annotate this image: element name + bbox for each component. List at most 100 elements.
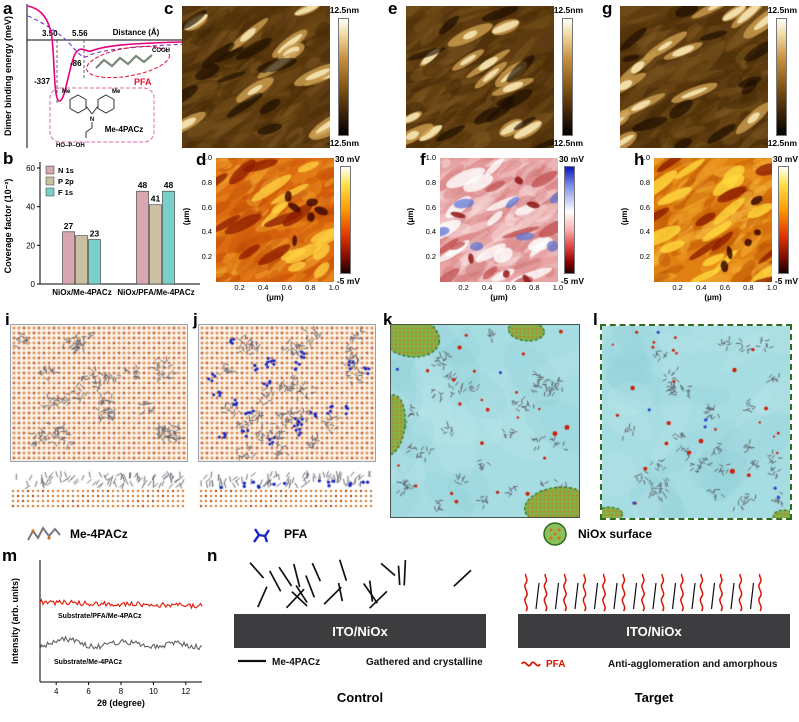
panel-label-k: k <box>383 310 393 329</box>
scale-min-label: -5 mV <box>560 276 584 286</box>
ito-niox-substrate <box>518 614 790 648</box>
y-axis-ticks: 0.2 0.4 0.6 0.8 1.0 <box>416 153 438 282</box>
me4pacz-molecule: N Me Me Me-4PACz HO–P–OH <box>49 87 155 149</box>
scale-max-label: 30 mV <box>558 154 584 164</box>
afm-height-image <box>620 6 768 148</box>
potential-colorbar <box>778 166 789 274</box>
x-axis-ticks: 0.2 0.4 0.6 0.8 1.0 <box>440 283 563 293</box>
kpfm-ytick-label: 0.8 <box>201 177 212 187</box>
substrate-label: ITO/NiOx <box>626 624 682 639</box>
md-topview-me4pacz <box>10 324 188 462</box>
kpfm-xtick-label: 1.0 <box>552 283 564 292</box>
legend-me4pacz: Me-4PACz <box>24 522 128 546</box>
scale-min-label: -12.5nm <box>550 138 583 148</box>
kpfm-ytick-label: 0.4 <box>639 227 650 237</box>
panel-label-n: n <box>207 546 218 565</box>
binding-curve-primary <box>27 5 187 102</box>
panel-label-a: a <box>3 0 13 18</box>
kpfm-ytick-label: 1.0 <box>201 153 212 162</box>
y-axis-ticks: 0.2 0.4 0.6 0.8 1.0 <box>192 153 214 282</box>
substrate-label: ITO/NiOx <box>332 624 388 639</box>
pfa-squiggle-lines <box>524 573 762 612</box>
kpfm-xtick-label: 0.8 <box>305 283 316 292</box>
control-legend-desc: Gathered and crystalline <box>366 657 483 668</box>
potential-colorbar <box>340 166 351 274</box>
kpfm-ytick-label: 1.0 <box>639 153 650 162</box>
methyl-label: Me <box>112 89 121 95</box>
me4pacz-molecule-icon <box>27 526 61 541</box>
scale-min-label: -12.5nm <box>326 138 359 148</box>
panel-label-c: c <box>164 0 174 18</box>
coverage-factor-chart: 0 20 40 60 Coverage factor (10⁻²) 27 23 NiOx/Me… <box>3 162 200 297</box>
svg-text:40: 40 <box>26 203 35 212</box>
svg-text:41: 41 <box>151 194 161 204</box>
svg-text:27: 27 <box>64 221 74 231</box>
svg-text:23: 23 <box>90 229 100 239</box>
scale-max-label: 12.5nm <box>329 5 359 15</box>
pfa-molecule: COOH PFA <box>86 45 170 87</box>
panel-label-b: b <box>3 149 14 168</box>
height-colorbar <box>562 18 573 136</box>
panel-f: (μm) 0.2 0.4 0.6 0.8 1.0 0.2 0.4 0.6 0.8 1.0 (μm… <box>406 153 615 306</box>
kpfm-xtick-label: 0.4 <box>257 283 269 292</box>
panel-label-l: l <box>593 310 598 329</box>
svg-text:Intensity (arb. units): Intensity (arb. units) <box>10 578 20 664</box>
height-colorbar <box>338 18 349 136</box>
x-axis-unit: (μm) <box>266 293 284 302</box>
legend-me4pacz-label: Me-4PACz <box>70 527 128 541</box>
md-topview-pfa-me4pacz <box>198 324 376 462</box>
panel-b: 0 20 40 60 Coverage factor (10⁻²) 27 23 NiOx/Me… <box>0 152 205 321</box>
y-axis-unit: (μm) <box>620 207 630 226</box>
potential-image <box>440 158 558 282</box>
target-title: Target <box>635 690 674 705</box>
kpfm-ytick-label: 0.8 <box>425 177 436 187</box>
kpfm-xtick-label: 0.8 <box>529 283 540 292</box>
svg-text:48: 48 <box>138 180 148 190</box>
legend-pfa-label: PFA <box>284 527 308 541</box>
me4pacz-label: Me-4PACz <box>105 125 144 134</box>
svg-text:NiOx/PFA/Me-4PACz: NiOx/PFA/Me-4PACz <box>117 288 194 297</box>
phosphonic-acid-label: HO–P–OH <box>56 143 85 149</box>
control-schematic: ITO/NiOx Me-4PACz Gathered and crystalli… <box>234 559 486 705</box>
distance-1-label: 3.50 <box>42 29 58 38</box>
panel-label-h: h <box>634 150 645 169</box>
scale-max-label: 12.5nm <box>767 5 797 15</box>
kpfm-xtick-label: 0.6 <box>719 283 731 292</box>
kpfm-ytick-label: 1.0 <box>425 153 436 162</box>
panel-d: (μm) 0.2 0.4 0.6 0.8 1.0 0.2 0.4 0.6 0.8 1.0 (μm… <box>182 153 391 306</box>
potential-colorbar <box>564 166 575 274</box>
legend-pfa: PFA <box>246 522 307 546</box>
svg-text:60: 60 <box>26 164 35 173</box>
svg-text:10: 10 <box>149 687 158 696</box>
kpfm-xtick-label: 1.0 <box>328 283 340 292</box>
legend-niox-label: NiOx surface <box>578 527 653 541</box>
kpfm-xtick-label: 0.8 <box>743 283 754 292</box>
target-legend-desc: Anti-agglomeration and amorphous <box>608 659 778 670</box>
kpfm-xtick-label: 0.4 <box>695 283 707 292</box>
kpfm-ytick-label: 0.2 <box>425 252 436 262</box>
svg-text:Substrate/Me-4PACz: Substrate/Me-4PACz <box>54 659 122 666</box>
md-sideview-pfa-me4pacz <box>198 466 374 510</box>
kpfm-xtick-label: 0.2 <box>458 283 469 292</box>
gathered-molecule-lines <box>249 559 472 609</box>
kpfm-ytick-label: 0.6 <box>639 202 650 212</box>
legend-niox: NiOx surface <box>540 520 652 548</box>
niox-surface-icon <box>543 522 567 546</box>
kpfm-ytick-label: 0.2 <box>639 252 650 262</box>
svg-text:12: 12 <box>181 687 190 696</box>
svg-text:8: 8 <box>119 687 124 696</box>
nitrogen-label: N <box>90 117 94 123</box>
kpfm-xtick-label: 0.2 <box>672 283 683 292</box>
target-schematic: ITO/NiOx PFA Anti-agglomeration and amor… <box>518 573 790 705</box>
control-legend-mol: Me-4PACz <box>272 657 320 668</box>
panel-n-control: ITO/NiOx Me-4PACz Gathered and crystalli… <box>226 558 496 721</box>
md-sideview-me4pacz <box>10 466 186 510</box>
pfa-molecule-icon <box>253 528 270 543</box>
panel-a-ylabel: Dimer binding energy (meV) <box>3 16 13 136</box>
scale-max-label: 12.5nm <box>553 5 583 15</box>
afm-height-image <box>182 6 330 148</box>
y-axis-unit: (μm) <box>182 207 192 226</box>
panel-label-d: d <box>196 150 207 169</box>
svg-text:Substrate/PFA/Me-4PACz: Substrate/PFA/Me-4PACz <box>58 613 142 620</box>
